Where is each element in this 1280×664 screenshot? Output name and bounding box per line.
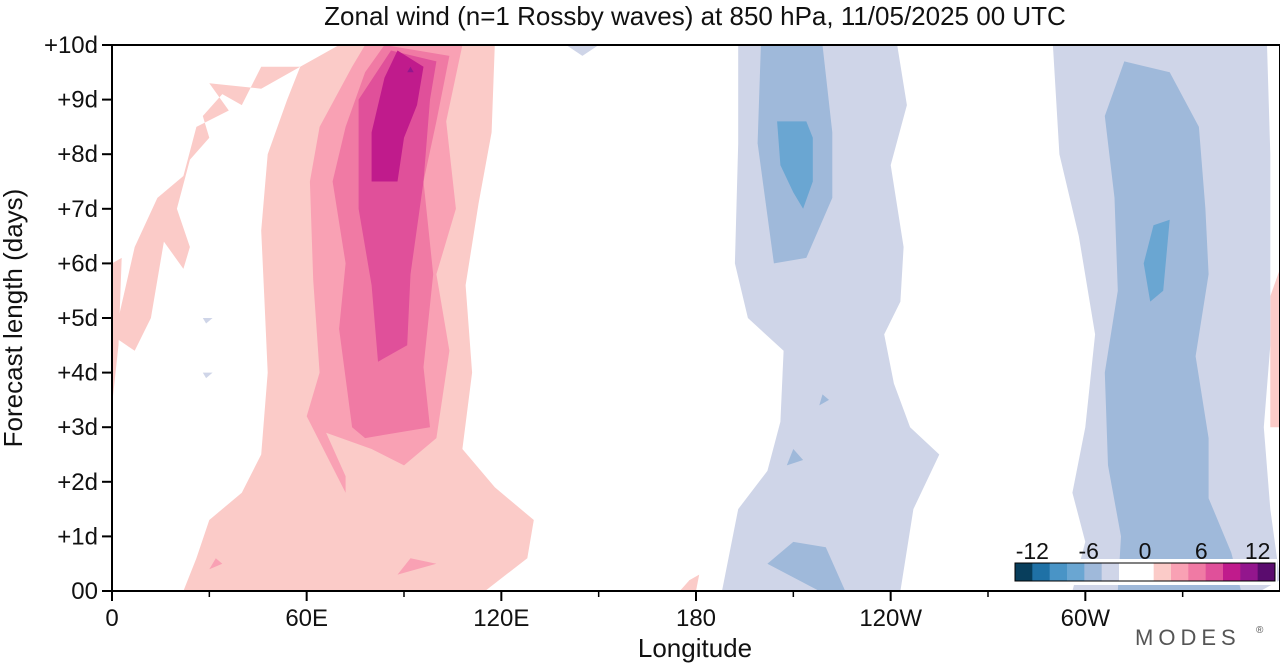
- colorbar-label-4: 12: [1245, 538, 1271, 564]
- x-tick-label-1: 60E: [285, 605, 328, 632]
- colorbar-swatch-4: [1084, 563, 1103, 581]
- contour-region-9: [209, 558, 223, 570]
- contour-region-17: [202, 318, 213, 324]
- colorbar-legend: -12 -6 0 6 12: [1013, 538, 1277, 585]
- x-tick-label-2: 120E: [473, 605, 529, 632]
- contour-region-1: [1270, 268, 1280, 428]
- y-tick-label-1: +1d: [57, 523, 98, 550]
- contour-region-24: [786, 449, 804, 466]
- contour-region-13: [371, 50, 424, 182]
- contour-region-3: [679, 574, 700, 591]
- y-tick-label-6: +6d: [57, 250, 98, 277]
- contour-region-10: [397, 558, 437, 575]
- colorbar-label-2: 0: [1139, 538, 1152, 564]
- contour-region-18: [202, 372, 213, 379]
- contour-region-14: [407, 66, 414, 73]
- y-tick-label-9: +9d: [57, 87, 98, 114]
- x-axis: 0 60E 120E 180 120W 60W: [105, 591, 1184, 632]
- colorbar-swatch-13: [1240, 563, 1259, 581]
- registered-mark: ®: [1256, 625, 1264, 636]
- colorbar-swatch-9: [1171, 563, 1189, 581]
- x-tick-label-0: 0: [105, 605, 118, 632]
- y-tick-label-2: +2d: [57, 469, 98, 496]
- colorbar-swatch-8: [1153, 563, 1172, 581]
- colorbar-swatch-12: [1223, 563, 1241, 581]
- contour-region-22: [1104, 61, 1242, 591]
- colorbar-swatch-6: [1119, 563, 1137, 581]
- y-axis-title: Forecast length (days): [0, 189, 28, 448]
- y-tick-label-3: +3d: [57, 414, 98, 441]
- contour-fills: [112, 45, 1280, 591]
- contour-region-23: [819, 394, 829, 406]
- y-tick-label-0: 00: [71, 578, 98, 605]
- colorbar-swatch-14: [1257, 563, 1276, 581]
- colorbar-label-0: -12: [1016, 538, 1049, 564]
- x-tick-label-5: 60W: [1061, 605, 1111, 632]
- colorbar-swatch-3: [1067, 563, 1085, 581]
- contour-region-26: [1143, 219, 1170, 302]
- y-tick-label-8: +8d: [57, 141, 98, 168]
- colorbar-label-1: -6: [1078, 538, 1098, 564]
- colorbar-label-3: 6: [1195, 538, 1208, 564]
- x-tick-label-3: 180: [676, 605, 716, 632]
- contour-region-0: [112, 257, 122, 406]
- x-tick-label-4: 120W: [859, 605, 922, 632]
- colorbar-swatch-1: [1032, 563, 1051, 581]
- chart-title: Zonal wind (n=1 Rossby waves) at 850 hPa…: [324, 1, 1066, 31]
- y-axis: 00 +1d +2d +3d +4d +5d +6d +7d +8d +9d +10d: [44, 32, 112, 605]
- colorbar-swatch-11: [1205, 563, 1224, 581]
- y-tick-label-5: +5d: [57, 305, 98, 332]
- y-tick-label-10: +10d: [44, 32, 98, 59]
- colorbar-frame: [1014, 562, 1276, 582]
- colorbar-swatch-5: [1101, 563, 1120, 581]
- colorbar-swatch-0: [1015, 563, 1033, 581]
- contour-region-20: [767, 541, 846, 591]
- colorbar-swatch-7: [1136, 563, 1155, 581]
- contour-region-16: [566, 45, 599, 56]
- colorbar-swatch-10: [1188, 563, 1207, 581]
- contour-region-25: [777, 121, 813, 209]
- y-tick-label-4: +4d: [57, 360, 98, 387]
- modes-brand: MODES: [1135, 625, 1241, 650]
- colorbar-swatch-2: [1049, 563, 1068, 581]
- y-tick-label-7: +7d: [57, 196, 98, 223]
- x-axis-title: Longitude: [638, 633, 752, 663]
